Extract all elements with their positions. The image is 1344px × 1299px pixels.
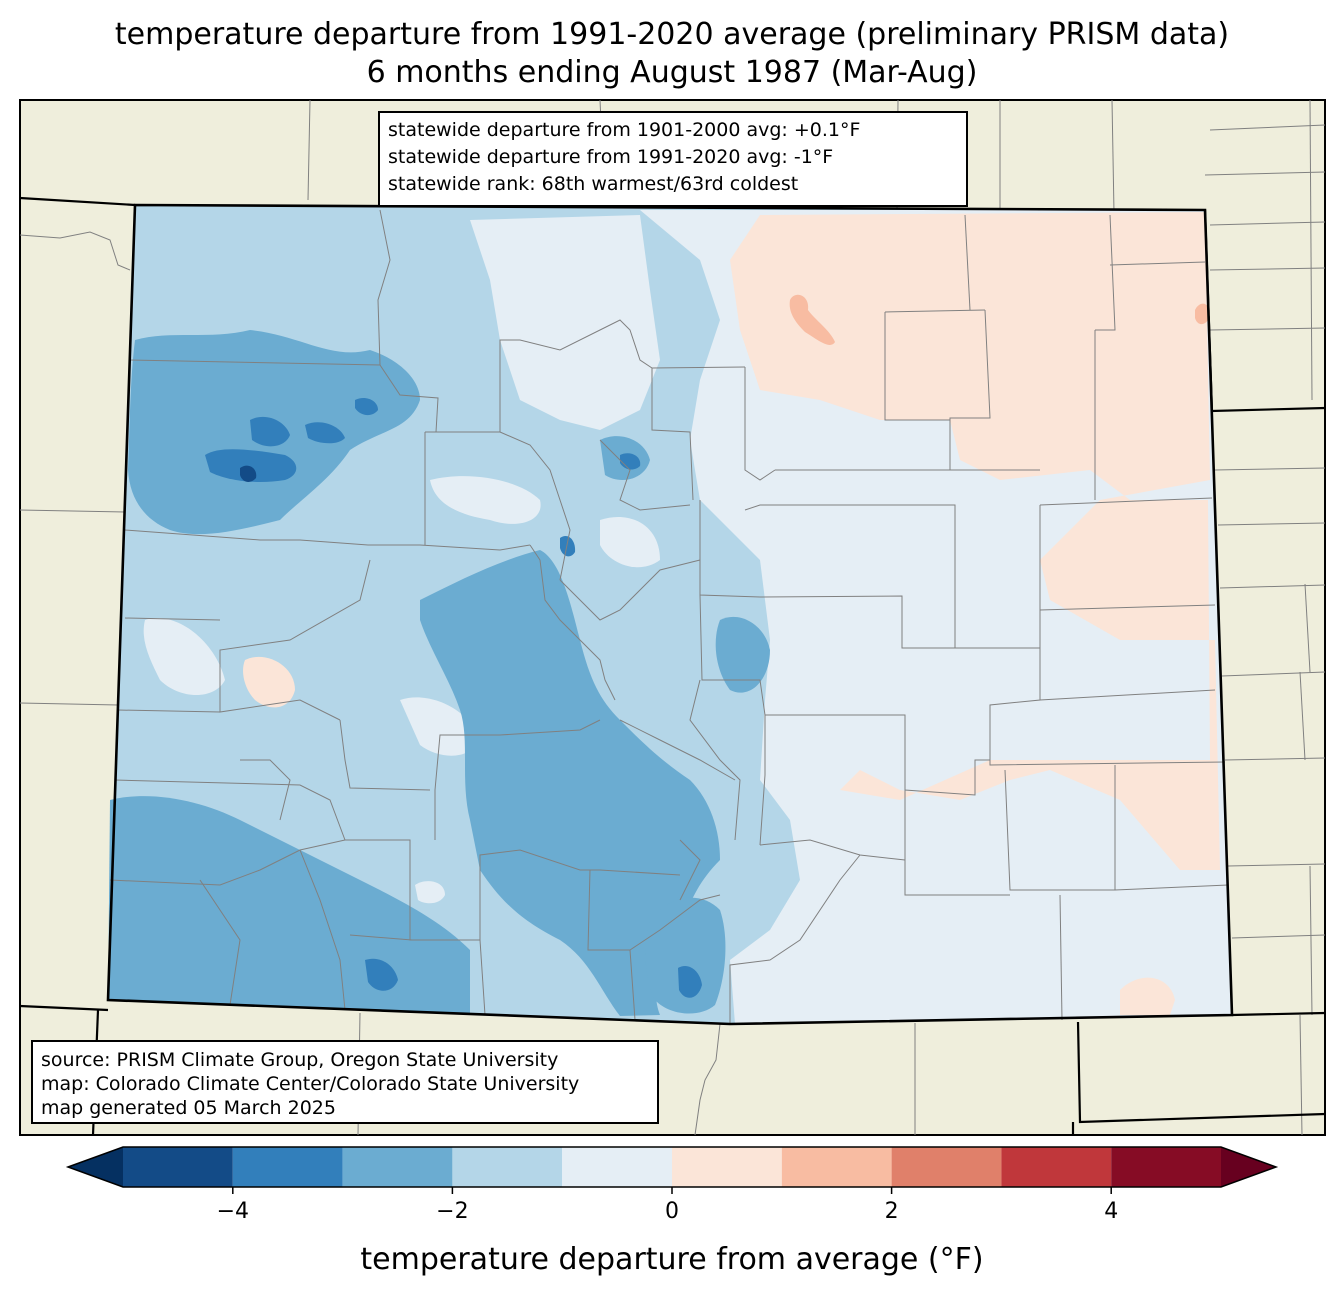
colorbar-bin <box>1111 1147 1221 1187</box>
contour-neg4-neg3-mid <box>560 535 576 557</box>
contour-neg3-neg2-central <box>420 550 720 1016</box>
colorado-state-border <box>106 203 1234 1026</box>
map-title-line2: 6 months ending August 1987 (Mar-Aug) <box>366 55 978 90</box>
colorbar-label: temperature departure from average (°F) <box>360 1242 984 1277</box>
colorbar-tick-label: −2 <box>436 1199 469 1224</box>
stats-line3: statewide rank: 68th warmest/63rd coldes… <box>388 173 799 195</box>
contour-neg4-neg3-b <box>250 416 290 447</box>
contour-neg1-0-mid <box>600 516 660 568</box>
colorbar-outline <box>65 1146 1279 1188</box>
contour-neg4-neg3-south <box>365 958 398 991</box>
colorbar-tick-label: 0 <box>665 1199 679 1224</box>
contour-0-1-southeast <box>1120 977 1175 1015</box>
source-line2: map: Colorado Climate Center/Colorado St… <box>41 1073 580 1095</box>
source-line1: source: PRISM Climate Group, Oregon Stat… <box>41 1049 559 1071</box>
colorado-county-lines <box>109 209 1229 1024</box>
contour-neg4-neg3-c <box>305 422 345 444</box>
source-box: source: PRISM Climate Group, Oregon Stat… <box>31 1040 659 1124</box>
contour-0-1-northeast <box>730 212 1220 870</box>
contour-neg5-neg4 <box>240 465 257 482</box>
contour-neg4-neg3-a <box>205 449 297 483</box>
colorbar-bin <box>562 1147 672 1187</box>
contour-neg1-0-west-a <box>143 618 225 695</box>
stats-line1: statewide departure from 1901-2000 avg: … <box>388 119 861 141</box>
colorbar-tick-label: 2 <box>884 1199 899 1224</box>
colorbar-tick-label: 4 <box>1104 1199 1119 1224</box>
contour-neg1-0-sw-central <box>400 697 480 756</box>
colorbar-tick-label: −4 <box>216 1199 250 1224</box>
source-line3: map generated 05 March 2025 <box>41 1097 336 1119</box>
contour-neg1-0-south-b <box>415 881 445 904</box>
colorbar-bin <box>781 1147 892 1187</box>
contour-neg3-neg2-south <box>645 897 726 1014</box>
colorbar-under-arrow <box>68 1147 123 1187</box>
colorbar-bin <box>452 1147 563 1187</box>
contour-neg1-0-central-a <box>430 476 541 524</box>
neighbor-county-lines <box>19 99 1326 1136</box>
colorbar-bin <box>232 1147 343 1187</box>
colorbar-bin <box>1001 1147 1112 1187</box>
statewide-stats-box: statewide departure from 1901-2000 avg: … <box>378 111 968 207</box>
map-title-line1: temperature departure from 1991-2020 ave… <box>114 17 1230 52</box>
stats-line2: statewide departure from 1991-2020 avg: … <box>388 146 834 168</box>
contour-1-2-ne-patch <box>789 294 835 345</box>
contour-neg4-neg3-south-b <box>678 965 702 998</box>
colorbar-bin <box>342 1147 453 1187</box>
contour-neg1-0-north-central <box>470 215 660 430</box>
contour-neg3-neg2-front-range <box>715 616 770 693</box>
colorbar-bin <box>123 1147 233 1187</box>
contour-neg3-neg2-southwest <box>108 796 470 1014</box>
colorbar <box>65 1146 1279 1194</box>
contour-neg4-neg3-d <box>355 398 378 416</box>
contour-0-1-west-spot <box>243 656 295 708</box>
contour-1-2-east-edge <box>1195 303 1210 325</box>
colorbar-over-arrow <box>1221 1147 1276 1187</box>
temperature-contours <box>108 210 1232 1024</box>
colorbar-bin <box>891 1147 1002 1187</box>
colorbar-bin <box>672 1147 782 1187</box>
